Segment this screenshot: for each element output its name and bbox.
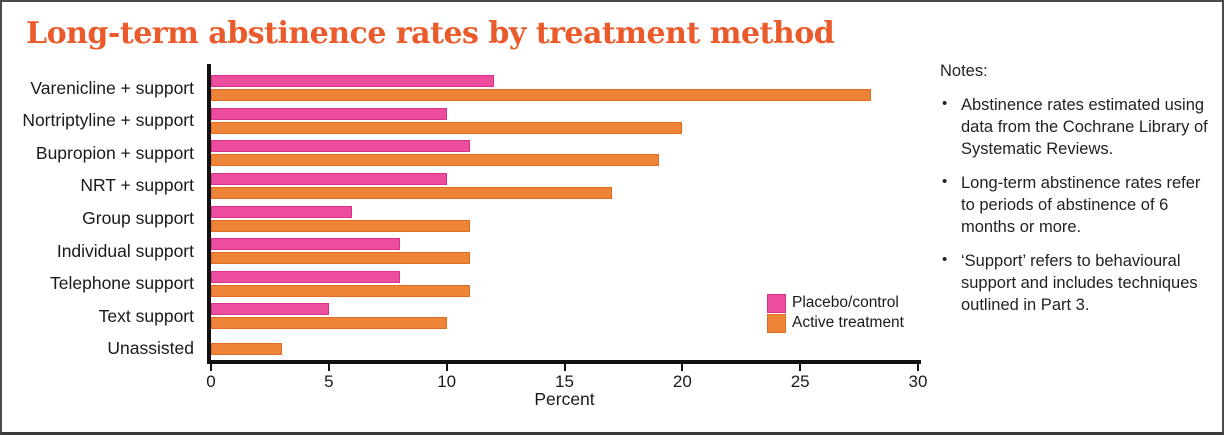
note-item-3: • ‘Support’ refers to behavioural support…	[940, 250, 1215, 316]
bar-active-treatment-unassisted	[211, 342, 282, 355]
category-label-text-support: Text support	[98, 305, 194, 326]
x-tick-label-10: 10	[437, 372, 457, 391]
x-tick-mark-30	[917, 364, 919, 371]
legend-item-placebo-control: Placebo/control	[767, 293, 904, 313]
x-tick-label-0: 0	[206, 372, 216, 391]
bar-placebo-control-varenicline-support	[211, 75, 494, 88]
x-axis: 0 5 10 15 20 25 30	[206, 364, 927, 404]
bar-placebo-control-text-support	[211, 303, 329, 316]
legend-label-placebo-control: Placebo/control	[792, 294, 899, 311]
legend-swatch-placebo-control	[767, 293, 786, 313]
bar-row-unassisted	[211, 333, 918, 366]
x-tick-label-30: 30	[908, 372, 928, 391]
bullet-icon: •	[942, 95, 948, 112]
x-tick-mark-25	[799, 364, 802, 371]
category-axis: Varenicline + support Nortriptyline + sup…	[2, 72, 202, 365]
bar-active-treatment-varenicline-support	[211, 89, 871, 102]
x-tick-mark-10	[445, 364, 448, 371]
x-axis-title: Percent	[534, 389, 595, 409]
category-label-individual-support: Individual support	[56, 240, 194, 261]
note-item-2: • Long-term abstinence rates refer to per…	[940, 172, 1215, 238]
x-tick-label-15: 15	[555, 372, 574, 391]
bar-placebo-control-nortriptyline-support	[211, 107, 447, 120]
bar-active-treatment-nrt-support	[211, 186, 612, 199]
bar-row-telephone-support	[211, 267, 918, 300]
x-tick-mark-20	[681, 364, 684, 371]
bar-row-individual-support	[211, 235, 918, 268]
legend-swatch-active-treatment	[767, 313, 786, 333]
bar-row-text-support	[211, 300, 918, 333]
x-tick-mark-15	[563, 364, 566, 371]
bar-active-treatment-bupropion-support	[211, 154, 659, 167]
plot-area	[211, 72, 918, 365]
bar-placebo-control-telephone-support	[211, 270, 400, 283]
x-tick-label-5: 5	[324, 372, 334, 391]
legend: Placebo/control Active treatment	[767, 293, 904, 333]
note-item-1: • Abstinence rates estimated using data f…	[940, 94, 1215, 160]
x-axis-line	[207, 360, 921, 364]
bar-active-treatment-telephone-support	[211, 284, 471, 297]
bar-row-bupropion-support	[211, 137, 918, 170]
note-text: Long-term abstinence rates refer to peri…	[961, 174, 1201, 236]
bar-row-nrt-support	[211, 170, 918, 203]
bar-row-varenicline-support	[211, 72, 918, 105]
category-label-group-support: Group support	[82, 208, 194, 229]
legend-item-active-treatment: Active treatment	[767, 313, 904, 333]
bar-active-treatment-nortriptyline-support	[211, 121, 683, 134]
bar-active-treatment-group-support	[211, 219, 471, 232]
bar-placebo-control-group-support	[211, 205, 353, 218]
x-tick-label-20: 20	[672, 372, 692, 391]
note-text: Abstinence rates estimated using data fr…	[961, 96, 1208, 158]
bullet-icon: •	[942, 173, 948, 190]
y-axis-line	[207, 64, 211, 364]
bullet-icon: •	[942, 251, 948, 268]
bar-active-treatment-text-support	[211, 317, 447, 330]
bar-row-group-support	[211, 202, 918, 235]
notes-heading: Notes:	[940, 62, 988, 80]
category-label-bupropion-support: Bupropion + support	[35, 142, 194, 163]
bar-placebo-control-individual-support	[211, 238, 400, 251]
bar-placebo-control-bupropion-support	[211, 140, 471, 153]
legend-label-active-treatment: Active treatment	[792, 314, 904, 331]
category-label-telephone-support: Telephone support	[50, 273, 194, 294]
x-tick-mark-5	[327, 364, 330, 371]
chart-title: Long-term abstinence rates by treatment …	[26, 16, 835, 51]
x-tick-mark-0	[210, 364, 212, 371]
notes-panel: Notes: • Abstinence rates estimated using…	[940, 60, 1215, 316]
note-text: ‘Support’ refers to behavioural support …	[961, 252, 1198, 314]
bar-placebo-control-nrt-support	[211, 172, 447, 185]
bar-active-treatment-individual-support	[211, 252, 471, 265]
x-tick-label-25: 25	[790, 372, 810, 391]
category-label-nrt-support: NRT + support	[80, 175, 194, 196]
notes-list: • Abstinence rates estimated using data f…	[940, 94, 1215, 316]
category-label-varenicline-support: Varenicline + support	[30, 77, 194, 98]
category-label-nortriptyline-support: Nortriptyline + support	[22, 110, 194, 131]
bar-row-nortriptyline-support	[211, 105, 918, 138]
category-label-unassisted: Unassisted	[107, 338, 194, 359]
